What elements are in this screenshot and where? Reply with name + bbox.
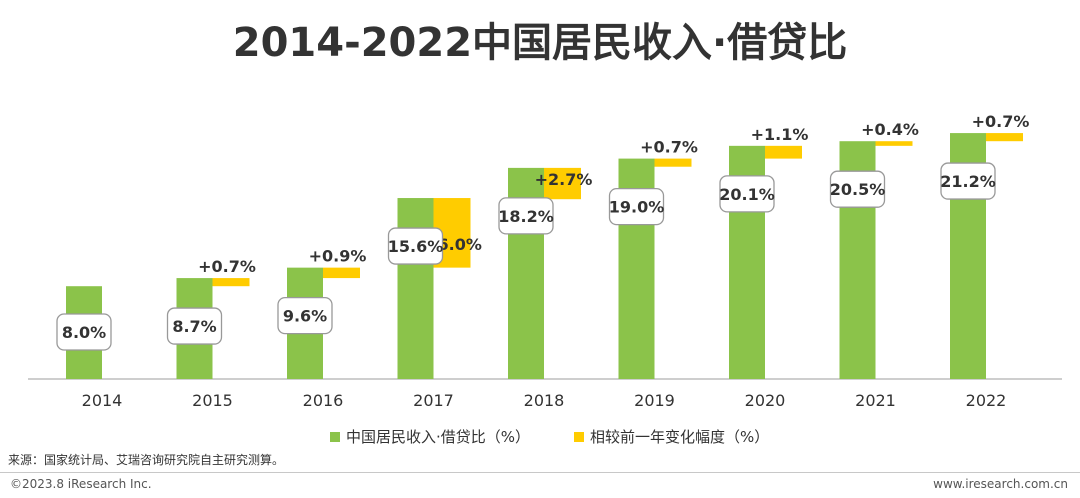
delta-label-2018: +2.7% [535, 170, 593, 189]
x-tick-2021: 2021 [855, 391, 896, 410]
delta-bar-2018 [544, 167, 581, 200]
value-box-2020 [719, 175, 775, 213]
delta-label-2020: +1.1% [751, 125, 809, 144]
delta-bar-2022 [986, 133, 1023, 142]
delta-bar-2019 [654, 158, 692, 167]
x-tick-2014: 2014 [82, 391, 123, 410]
bar-chart: 8.0%2014+0.7%8.7%2015+0.9%9.6%2016+6.0%1… [28, 112, 1062, 410]
x-tick-2018: 2018 [524, 391, 565, 410]
value-box-2017 [387, 227, 444, 265]
delta-bar-2016 [323, 267, 360, 279]
delta-label-2021: +0.4% [861, 120, 919, 139]
delta-bar-2020 [765, 145, 802, 159]
delta-bar-2015 [212, 278, 250, 287]
value-box-2022 [940, 162, 996, 200]
delta-bar-2021 [875, 141, 913, 146]
website-url: www.iresearch.com.cn [933, 477, 1068, 491]
legend-item-primary: 中国居民收入·借贷比（%） [330, 426, 530, 447]
legend-label-primary: 中国居民收入·借贷比（%） [346, 428, 531, 446]
legend-item-secondary: 相较前一年变化幅度（%） [574, 426, 769, 447]
legend-swatch-green [330, 431, 340, 442]
chart-title: 2014-2022中国居民收入·借贷比 [232, 20, 848, 66]
value-box-2021 [829, 170, 886, 208]
delta-label-2016: +0.9% [309, 247, 367, 266]
legend: 中国居民收入·借贷比（%） 相较前一年变化幅度（%） [330, 426, 769, 447]
delta-label-2019: +0.7% [640, 138, 698, 157]
footer-divider [0, 472, 1080, 473]
value-label-2021: 20.5% [830, 180, 886, 199]
x-tick-2017: 2017 [413, 391, 454, 410]
value-label-2020: 20.1% [719, 185, 775, 204]
value-label-2014: 8.0% [62, 323, 106, 342]
delta-label-2015: +0.7% [198, 257, 256, 276]
bar-2017 [397, 198, 434, 379]
x-tick-2020: 2020 [745, 391, 786, 410]
source-note: 来源：国家统计局、艾瑞咨询研究院自主研究测算。 [8, 453, 285, 467]
x-tick-2019: 2019 [634, 391, 675, 410]
value-box-2019 [608, 187, 665, 226]
delta-label-2022: +0.7% [972, 112, 1030, 131]
legend-swatch-yellow [574, 431, 585, 442]
value-box-2015 [166, 307, 223, 345]
value-label-2016: 9.6% [283, 307, 327, 326]
legend-label-secondary: 相较前一年变化幅度（%） [590, 428, 770, 446]
value-box-2018 [498, 197, 554, 235]
value-label-2015: 8.7% [172, 317, 216, 336]
value-box-2014 [56, 313, 112, 351]
x-tick-2015: 2015 [192, 391, 233, 410]
value-box-2016 [277, 296, 333, 335]
value-label-2017: 15.6% [388, 237, 444, 256]
value-label-2022: 21.2% [940, 172, 996, 191]
value-label-2019: 19.0% [609, 198, 665, 217]
value-label-2018: 18.2% [498, 207, 554, 226]
x-tick-2022: 2022 [966, 391, 1007, 410]
copyright: ©2023.8 iResearch Inc. [10, 477, 152, 491]
x-tick-2016: 2016 [303, 391, 344, 410]
